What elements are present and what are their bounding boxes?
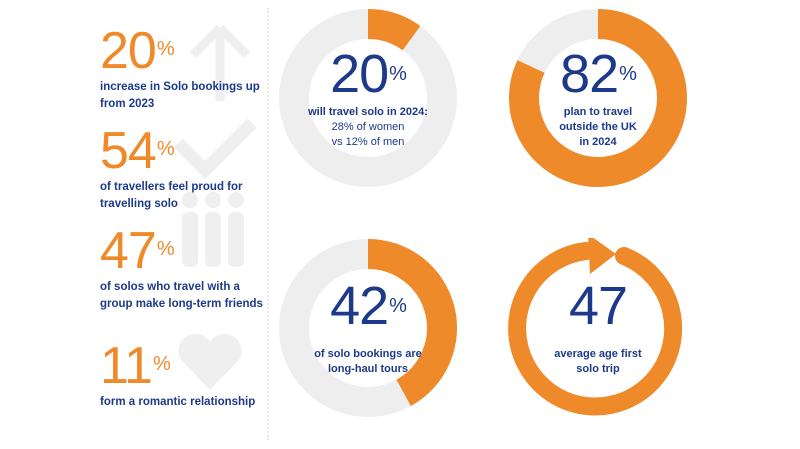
- stat-value: 54: [100, 122, 157, 180]
- donut-line-3: vs 12% of men: [331, 135, 405, 148]
- people-group-icon: [182, 192, 244, 267]
- donut-average-age: 47 average age first solo trip: [508, 238, 688, 418]
- donut-unit: %: [389, 62, 407, 85]
- donut-value: 82: [560, 43, 619, 104]
- donut-travel-outside-uk: 82% plan to travel outside the UK in 2024: [508, 8, 688, 188]
- stat-description: of solos who travel with a group make lo…: [100, 281, 263, 310]
- stat-description: form a romantic relationship: [100, 396, 256, 408]
- donut-value: 20: [330, 43, 389, 104]
- stat-value: 20: [100, 22, 157, 80]
- divider: [267, 8, 269, 440]
- stat-long-term-friends: 47% of solos who travel with a group mak…: [100, 192, 270, 313]
- donut-line-1: of solo bookings are: [314, 348, 422, 360]
- donut-line-2: long-haul tours: [327, 363, 409, 375]
- stat-value: 47: [100, 222, 157, 280]
- donut-travel-solo-2024: 20% will travel solo in 2024: 28% of wome…: [278, 8, 458, 188]
- donut-ring: [279, 239, 457, 417]
- donut-ring: [279, 9, 457, 187]
- donut-line-2: solo trip: [576, 363, 620, 375]
- donut-value: 47: [568, 276, 628, 336]
- stat-proud-travellers: 54% of travellers feel proud for travell…: [100, 118, 270, 213]
- stat-unit: %: [152, 353, 171, 375]
- stat-unit: %: [156, 138, 175, 160]
- donut-line-1: plan to travel: [563, 105, 633, 118]
- donut-ring: [509, 9, 687, 187]
- donut-long-haul-tours: 42% of solo bookings are long-haul tours: [278, 238, 458, 418]
- donut-value: 42: [330, 276, 389, 336]
- donut-line-2: 28% of women: [331, 120, 405, 133]
- heart-icon: [178, 333, 242, 390]
- donut-unit: %: [389, 295, 407, 317]
- donut-fill-segment: [367, 239, 457, 406]
- checkmark-icon: [173, 118, 257, 180]
- stat-value: 11: [100, 337, 153, 395]
- arrow-up-icon: [189, 24, 251, 101]
- stat-romantic-relationship: 11% form a romantic relationship: [100, 333, 270, 411]
- donut-line-1: average age first: [554, 348, 642, 360]
- donut-line-2: outside the UK: [559, 120, 637, 133]
- stat-unit: %: [156, 238, 175, 260]
- stat-unit: %: [156, 38, 175, 60]
- donut-fill-segment: [367, 9, 421, 51]
- donut-line-3: in 2024: [579, 135, 617, 148]
- donut-fill-segment: [509, 9, 687, 187]
- stat-solo-bookings-increase: 20% increase in Solo bookings up from 20…: [100, 22, 270, 113]
- stat-description: of travellers feel proud for travelling …: [100, 181, 243, 210]
- donut-line-1: will travel solo in 2024:: [308, 105, 428, 118]
- circular-arrow-icon: [508, 238, 683, 416]
- stat-description: increase in Solo bookings up from 2023: [100, 81, 260, 110]
- donut-unit: %: [619, 62, 637, 85]
